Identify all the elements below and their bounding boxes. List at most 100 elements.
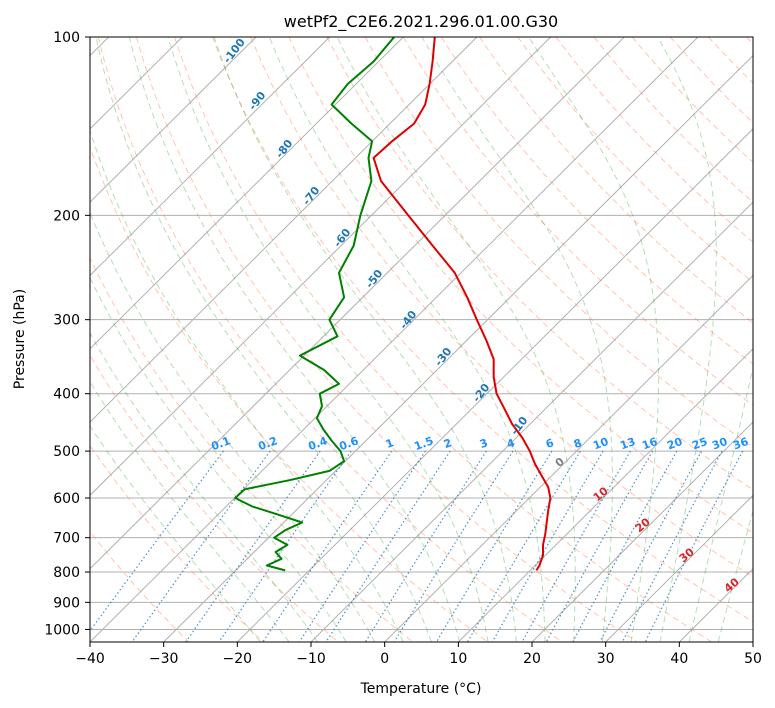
mixing-ratio-line	[545, 450, 654, 642]
y-tick-label: 600	[53, 491, 80, 507]
isotherm-line	[90, 37, 625, 570]
isotherm-label: -40	[397, 308, 420, 332]
x-tick-label: 50	[744, 651, 762, 667]
moist-adiabat	[421, 37, 613, 642]
isotherm-line	[90, 37, 331, 277]
mixing-ratio-line	[644, 450, 744, 642]
isotherm-line	[163, 54, 753, 642]
x-tick-label: −30	[149, 651, 179, 667]
mixing-ratio-line	[621, 450, 723, 642]
y-tick-label: 300	[53, 313, 80, 329]
y-tick-label: 400	[53, 387, 80, 403]
dry-adiabat	[440, 37, 753, 365]
thermo-background	[90, 37, 753, 642]
mixing-ratio-line	[131, 450, 271, 642]
y-tick-label: 1000	[44, 622, 80, 638]
moist-adiabat	[90, 424, 261, 642]
dry-adiabat	[90, 530, 190, 642]
isotherm-label: -80	[273, 137, 296, 161]
mixing-ratio-label: 8	[572, 436, 584, 451]
moist-adiabat	[90, 331, 319, 642]
dry-adiabat	[250, 37, 753, 578]
dry-adiabat	[90, 354, 339, 642]
isotherm-line	[384, 274, 753, 642]
x-tick-label: −20	[223, 651, 253, 667]
moist-adiabat	[213, 37, 517, 642]
dry-adiabat	[174, 37, 712, 642]
isotherm-label: -30	[432, 345, 455, 369]
mixing-ratio-line	[393, 450, 514, 642]
x-tick-label: 10	[449, 651, 467, 667]
y-axis-label: Pressure (hPa)	[12, 289, 28, 389]
mixing-ratio-label: 20	[665, 435, 684, 453]
isotherm-label: -50	[363, 267, 386, 291]
dry-adiabat	[746, 37, 753, 45]
isotherm-line	[678, 567, 753, 642]
mixing-ratio-label: 30	[710, 435, 729, 453]
dry-adiabat	[479, 37, 753, 324]
isotherm-line	[236, 128, 753, 642]
grid-lines	[90, 37, 753, 642]
dry-adiabat	[402, 37, 753, 406]
moist-adiabat	[90, 211, 376, 642]
dry-adiabat	[90, 444, 264, 642]
moist-adiabat	[268, 37, 546, 642]
isotherm-label: -20	[470, 381, 493, 405]
dry-adiabat	[90, 145, 488, 642]
mixing-ratio-line	[325, 450, 451, 642]
x-axis-label: Temperature (°C)	[360, 681, 482, 697]
mixing-ratio-line	[599, 450, 703, 642]
isotherm-line	[310, 201, 753, 642]
mixing-ratio-label: 0.2	[256, 434, 279, 453]
mixing-ratio-label: 4	[505, 436, 517, 451]
mixing-ratio-line	[572, 450, 678, 642]
mixing-ratio-line	[521, 450, 631, 642]
y-tick-label: 100	[53, 30, 80, 46]
y-tick-label: 200	[53, 208, 80, 224]
moist-adiabat	[717, 509, 753, 642]
y-ticks: 100 200 300 400 500 600 700 800 900 1000	[44, 30, 90, 638]
temperature-profile	[372, 37, 552, 571]
moist-adiabat	[90, 380, 290, 642]
moist-adiabat	[167, 37, 489, 642]
mixing-ratio-label: 13	[618, 435, 637, 452]
chart-title: wetPf2_C2E6.2021.296.01.00.G30	[284, 12, 558, 32]
mixing-ratio-line	[185, 450, 321, 642]
isotherm-line	[90, 37, 699, 642]
mixing-ratio-label: 0.6	[337, 434, 360, 453]
mixing-ratio-label: 16	[640, 435, 659, 453]
dry-adiabat	[212, 37, 753, 623]
dry-adiabat	[97, 37, 563, 642]
mixing-ratio-label: 1.5	[412, 434, 435, 453]
isotherm-line	[90, 37, 404, 350]
moist-adiabat-label: 10	[591, 484, 611, 504]
isotherm-label: -70	[300, 184, 323, 208]
mixing-ratio-label: 10	[591, 435, 610, 453]
isotherm-line	[531, 421, 753, 642]
mixing-ratio-line	[298, 450, 426, 642]
x-ticks: −40 −30 −20 −10 0 10 20 30 40 50	[75, 642, 762, 667]
isotherm-line	[90, 37, 257, 203]
isotherm-line	[90, 37, 552, 497]
plot-frame	[89, 36, 754, 643]
isotherm-line	[457, 348, 753, 642]
mixing-ratio-line	[435, 450, 553, 642]
dry-adiabat	[631, 37, 753, 163]
isoline-labels: -100-90-80-70-60-50-40-30-20-10010203040…	[209, 36, 750, 595]
y-tick-label: 800	[53, 565, 80, 581]
x-tick-label: −40	[75, 651, 105, 667]
mixing-ratio-line	[262, 450, 393, 642]
moist-adiabat	[657, 37, 717, 642]
x-tick-label: 30	[597, 651, 615, 667]
y-tick-label: 700	[53, 531, 80, 547]
mixing-ratio-label: 1	[384, 436, 396, 451]
dewpoint-profile	[234, 37, 395, 572]
isotherm-label: -100	[221, 36, 248, 66]
moist-adiabat-label: 20	[633, 515, 653, 535]
isotherm-line	[605, 494, 753, 642]
moist-adiabat	[90, 276, 347, 642]
mixing-ratio-label: 25	[690, 435, 709, 452]
series-lines	[234, 37, 552, 572]
moist-adiabat	[128, 37, 461, 642]
